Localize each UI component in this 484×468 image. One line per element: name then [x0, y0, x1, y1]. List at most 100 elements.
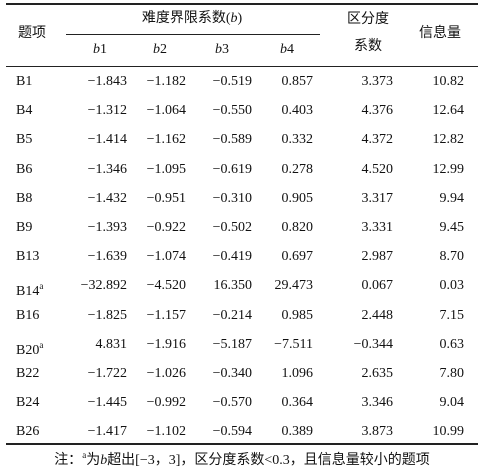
- cell: 0.697: [281, 249, 314, 265]
- cell: 0.403: [281, 103, 314, 119]
- cell: 0.364: [281, 395, 314, 411]
- cell: 0.389: [281, 424, 314, 440]
- cell: −1.312: [87, 103, 127, 119]
- cell: 0.905: [281, 190, 314, 206]
- row-label: B22: [16, 366, 39, 382]
- cell: 0.857: [281, 74, 314, 89]
- bottom-rule: [6, 443, 478, 445]
- cell: −1.417: [87, 424, 127, 440]
- cell: −0.344: [353, 336, 393, 352]
- cell-box: 0.857: [282, 74, 314, 90]
- cell-box: −1.102: [147, 424, 186, 440]
- cell-box: 12.82: [433, 132, 465, 148]
- row-label: B6: [16, 162, 32, 178]
- cell: 12.82: [432, 132, 465, 148]
- cell: 8.70: [439, 249, 465, 265]
- cell: −1.825: [87, 307, 127, 323]
- cell-box: −1.432: [88, 191, 127, 207]
- header-cell: b4: [280, 42, 294, 58]
- cell: 0.278: [281, 161, 314, 177]
- cell-box: 4.831: [96, 337, 128, 353]
- cell-box: −0.419: [213, 249, 252, 265]
- cell: 16.350: [213, 278, 253, 294]
- header-var: b: [93, 42, 100, 57]
- cell: 2.448: [361, 307, 394, 323]
- cell: 7.15: [439, 307, 465, 323]
- row-label: B4: [16, 103, 32, 119]
- cell: −1.916: [146, 336, 186, 352]
- header-var: b: [153, 42, 160, 57]
- cell-box: −0.310: [213, 191, 252, 207]
- item: B22: [16, 366, 40, 381]
- cell: 9.04: [439, 395, 465, 411]
- cell: −7.511: [274, 336, 313, 352]
- header-num: 4: [287, 42, 294, 57]
- cell: −1.026: [146, 366, 186, 381]
- cell-box: −0.570: [213, 395, 252, 411]
- item: B16: [16, 307, 40, 323]
- cell-box: 0.364: [282, 395, 314, 411]
- cell: −1.414: [87, 132, 127, 148]
- cell: −0.550: [212, 103, 252, 119]
- cell-box: −4.520: [147, 278, 186, 294]
- cell: 4.520: [361, 161, 394, 177]
- cell: −0.419: [212, 249, 252, 265]
- cell-box: −1.312: [88, 103, 127, 119]
- footnote-mark: a: [39, 339, 44, 350]
- row-label: B13: [16, 249, 39, 265]
- item: B9: [16, 220, 33, 235]
- row-label: B1: [16, 74, 32, 90]
- cell: 1.096: [281, 366, 314, 381]
- cell: −1.157: [146, 307, 186, 323]
- cell-box: 9.04: [440, 395, 465, 411]
- cell: 3.873: [361, 424, 394, 440]
- item: B8: [16, 190, 33, 206]
- cell-box: −1.026: [147, 366, 186, 382]
- cell: −4.520: [146, 278, 186, 294]
- cell-box: 7.80: [440, 366, 465, 382]
- cell-box: 1.096: [282, 366, 314, 382]
- cell: 4.831: [95, 336, 128, 352]
- cell-box: 2.635: [362, 366, 394, 382]
- header-cell: b2: [153, 42, 167, 58]
- group-rule: [66, 34, 320, 35]
- cell: −1.445: [87, 395, 127, 411]
- cell: 4.372: [361, 132, 394, 148]
- note: 注：a为b超出[−3，3]，区分度系数<0.3，且信息量较小的题项: [54, 447, 430, 468]
- row-label: B8: [16, 191, 32, 207]
- header-num: 2: [160, 42, 167, 57]
- cell-box: −1.346: [88, 162, 127, 178]
- cell-box: 9.94: [440, 191, 465, 207]
- item: B13: [16, 249, 40, 265]
- cell-box: 7.15: [440, 308, 465, 324]
- header-cell: 难度界限系数(b): [142, 11, 242, 27]
- cell-box: 12.64: [433, 103, 465, 119]
- cell-box: 8.70: [440, 249, 465, 265]
- item: B6: [16, 161, 33, 177]
- cell-box: 0.403: [282, 103, 314, 119]
- cell: −1.393: [87, 220, 127, 235]
- cell-box: 29.473: [275, 278, 314, 294]
- cell-box: 0.820: [282, 220, 314, 236]
- cell-box: −1.722: [88, 366, 127, 382]
- cell-box: −0.992: [147, 395, 186, 411]
- cell-box: −0.922: [147, 220, 186, 236]
- cell-box: 16.350: [214, 278, 253, 294]
- header-num: 1: [100, 42, 107, 57]
- cell: −1.346: [87, 161, 127, 177]
- cell: −1.843: [87, 74, 127, 89]
- cell-box: 9.45: [440, 220, 465, 236]
- row-label: B16: [16, 308, 39, 324]
- cell: 10.99: [432, 424, 465, 440]
- cell: −1.162: [146, 132, 186, 148]
- header-text: ): [237, 11, 243, 26]
- cell: −1.095: [146, 161, 186, 177]
- cell-box: 3.373: [362, 74, 394, 90]
- cell-box: 12.99: [433, 162, 465, 178]
- cell-box: −1.064: [147, 103, 186, 119]
- cell: 29.473: [274, 278, 314, 294]
- cell-box: −0.550: [213, 103, 252, 119]
- cell-box: 10.99: [433, 424, 465, 440]
- cell: −0.310: [212, 190, 252, 206]
- cell-box: 0.985: [282, 308, 314, 324]
